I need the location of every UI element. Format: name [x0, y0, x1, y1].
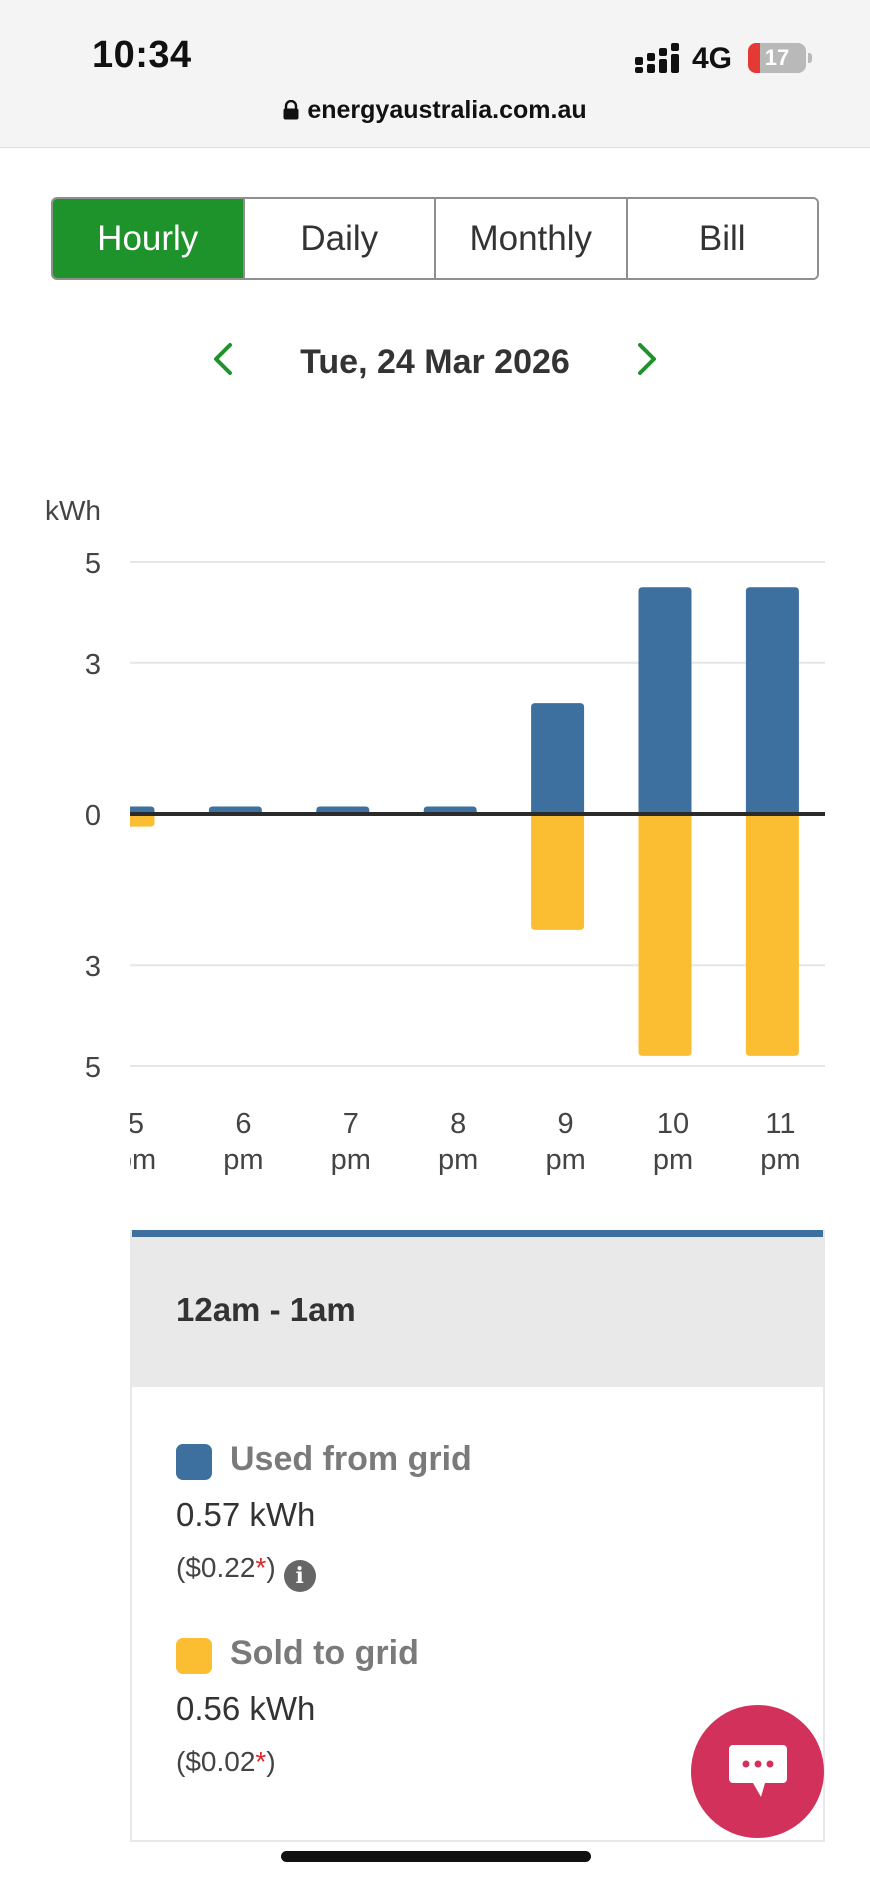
used-swatch [176, 1444, 212, 1480]
chevron-right-icon[interactable] [626, 339, 666, 379]
tab-daily[interactable]: Daily [244, 199, 436, 278]
tab-hourly[interactable]: Hourly [53, 199, 245, 278]
x-tick-label: 5 [128, 1108, 144, 1140]
x-tick-label: pm [760, 1144, 800, 1176]
info-icon[interactable]: i [283, 1560, 316, 1592]
y-tick-label: 5 [85, 1052, 101, 1084]
period-tabs: Hourly Daily Monthly Bill [51, 197, 819, 280]
chat-bubble-icon [729, 1745, 787, 1797]
used-value: 0.57 kWh [176, 1496, 316, 1533]
url-text: energyaustralia.com.au [307, 96, 587, 124]
used-cost: ($0.22*) i [176, 1552, 316, 1592]
tab-monthly[interactable]: Monthly [436, 199, 628, 278]
y-tick-label: 3 [85, 951, 101, 983]
x-tick-label: pm [653, 1144, 693, 1176]
signal-icon [635, 43, 679, 73]
x-tick-label: pm [116, 1144, 156, 1176]
chat-button[interactable] [691, 1705, 824, 1838]
battery-level: 17 [764, 45, 790, 70]
bar-used-from-grid[interactable] [531, 703, 585, 814]
bar-used-from-grid[interactable] [638, 587, 692, 814]
x-tick-label: 8 [450, 1108, 466, 1140]
tab-bill[interactable]: Bill [627, 199, 817, 278]
x-tick-label: 6 [235, 1108, 251, 1140]
x-tick-label: 11 [765, 1108, 795, 1140]
selected-date: Tue, 24 Mar 2026 [300, 343, 570, 381]
bar-sold-to-grid[interactable] [745, 814, 799, 1056]
y-tick-label: 3 [85, 649, 101, 681]
x-tick-label: pm [545, 1144, 585, 1176]
browser-status-bar: 10:34 4G 17 energyaustralia.com.au [0, 0, 870, 148]
clock: 10:34 [92, 34, 192, 76]
bar-sold-to-grid[interactable] [102, 814, 155, 827]
battery-icon: 17 [748, 43, 806, 73]
sold-value: 0.56 kWh [176, 1690, 316, 1727]
x-tick-label: 7 [343, 1108, 359, 1140]
lock-icon [283, 100, 299, 120]
chevron-left-icon[interactable] [204, 339, 244, 379]
x-tick-label: 9 [558, 1108, 574, 1140]
bar-sold-to-grid[interactable] [531, 814, 585, 930]
x-tick-label: pm [438, 1144, 478, 1176]
y-axis-unit: kWh [45, 495, 101, 526]
x-tick-label: pm [223, 1144, 263, 1176]
panel-header: 12am - 1am [132, 1237, 823, 1387]
sold-swatch [176, 1638, 212, 1674]
used-label: Used from grid [230, 1440, 472, 1478]
url-bar[interactable]: energyaustralia.com.au [0, 96, 870, 125]
home-indicator [281, 1851, 591, 1862]
bar-sold-to-grid[interactable] [638, 814, 692, 1056]
network-type: 4G [692, 42, 733, 75]
panel-accent-bar [132, 1230, 823, 1237]
x-tick-label: 10 [657, 1108, 689, 1140]
y-tick-label: 0 [85, 800, 101, 832]
date-navigator: Tue, 24 Mar 2026 [0, 335, 870, 385]
bar-used-from-grid[interactable] [745, 587, 799, 814]
time-range: 12am - 1am [176, 1291, 356, 1328]
x-tick-label: pm [331, 1144, 371, 1176]
y-tick-label: 5 [85, 548, 101, 580]
sold-cost: ($0.02*) [176, 1746, 276, 1777]
sold-label: Sold to grid [230, 1634, 419, 1672]
